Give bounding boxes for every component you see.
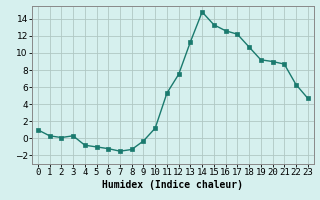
X-axis label: Humidex (Indice chaleur): Humidex (Indice chaleur) [102, 180, 243, 190]
